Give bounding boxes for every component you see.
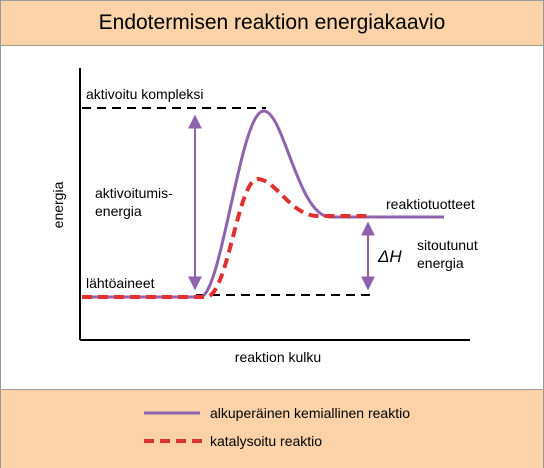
activation-energy-label-line2: energia [95, 203, 142, 219]
legend-panel [1, 389, 543, 468]
activated-complex-label: aktivoitu kompleksi [86, 86, 204, 102]
bound-energy-label-line2: energia [417, 255, 464, 271]
y-axis-label: energia [50, 181, 66, 228]
legend-label-catalyzed: katalysoitu reaktio [210, 433, 322, 449]
products-label: reaktiotuotteet [386, 196, 475, 212]
activation-energy-label-line1: aktivoitumis- [95, 185, 173, 201]
legend-label-original: alkuperäinen kemiallinen reaktio [210, 405, 410, 421]
title-bar: Endotermisen reaktion energiakaavio [1, 1, 543, 46]
catalyzed-reaction-curve [82, 176, 372, 299]
diagram-title: Endotermisen reaktion energiakaavio [98, 11, 446, 34]
delta-h-label: ΔH [377, 247, 402, 266]
original-reaction-curve [82, 109, 444, 299]
bound-energy-label-line1: sitoutunut [417, 237, 478, 253]
reactants-label: lähtöaineet [86, 275, 155, 291]
x-axis-label: reaktion kulku [235, 349, 321, 365]
